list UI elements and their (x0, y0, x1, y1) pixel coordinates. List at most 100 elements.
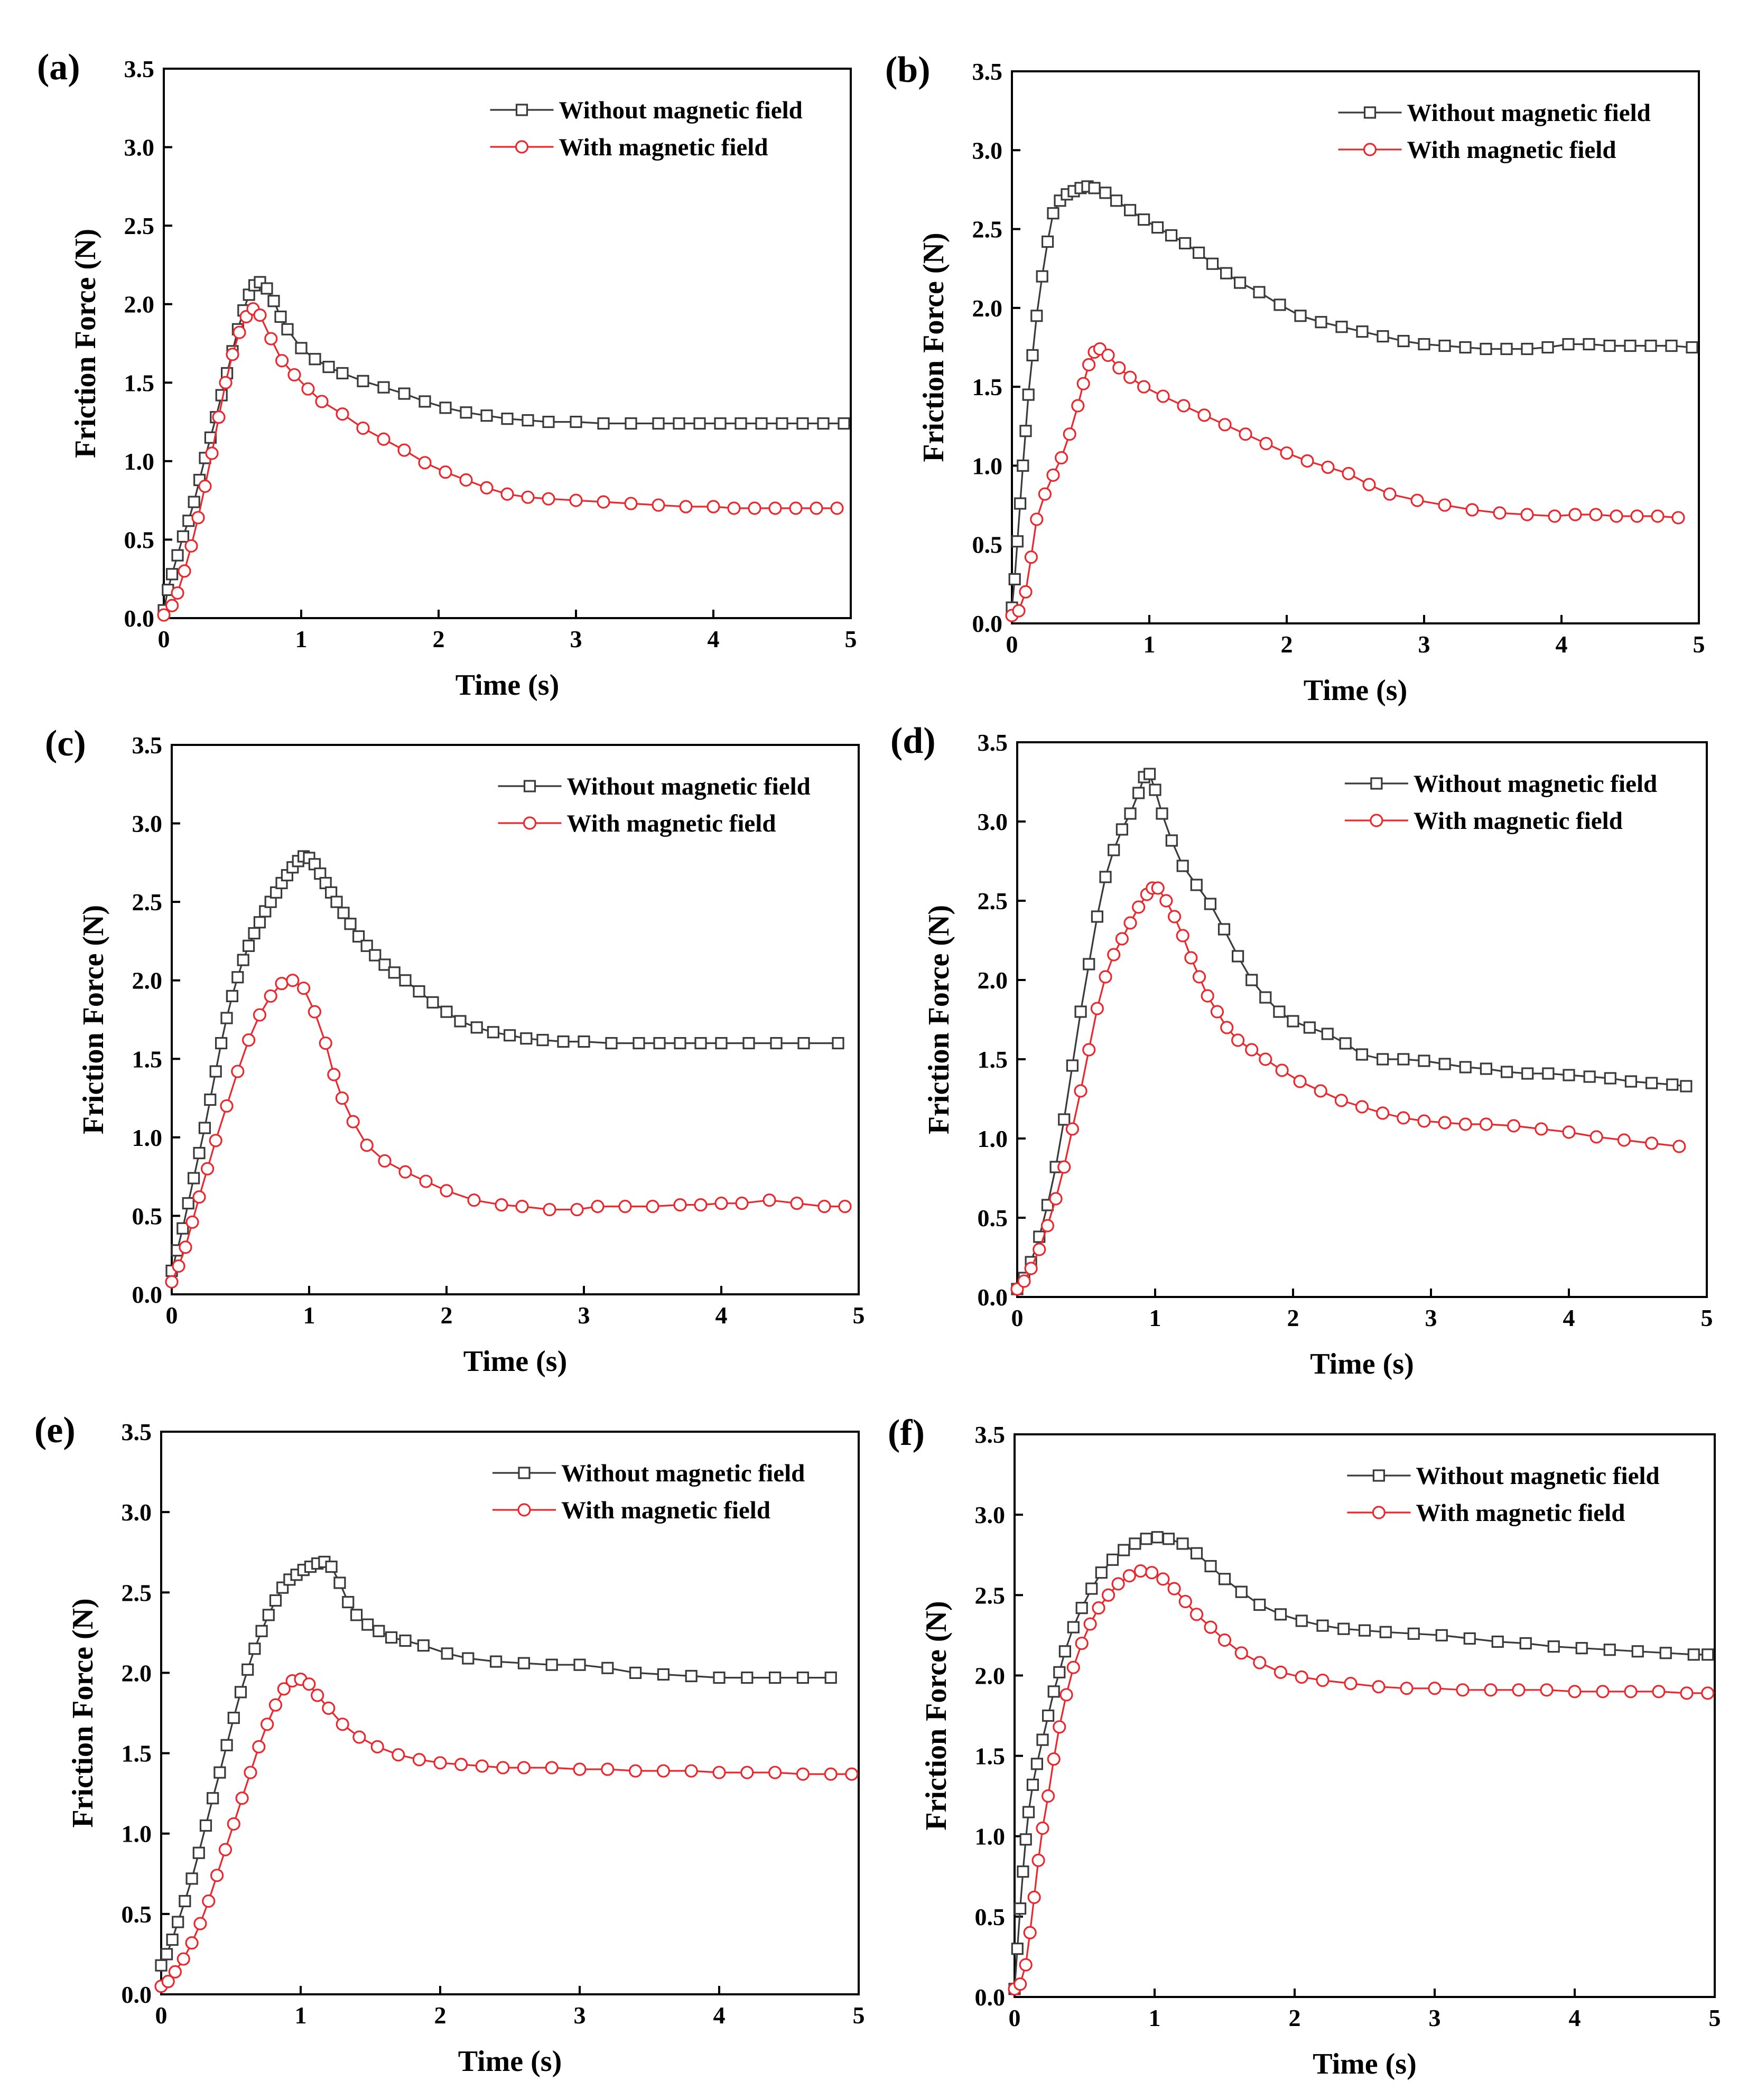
data-point (166, 568, 179, 581)
data-point (557, 1035, 570, 1048)
data-point (1220, 1021, 1234, 1034)
x-axis-title: Time (s) (458, 2045, 562, 2078)
data-point (522, 414, 534, 427)
data-point (1014, 497, 1027, 510)
y-tick-label: 2.0 (132, 967, 163, 994)
data-point (301, 382, 315, 396)
data-point (763, 1193, 776, 1207)
x-tick-label: 4 (713, 2002, 726, 2029)
data-point (1372, 1680, 1386, 1694)
legend-label: Without magnetic field (1407, 99, 1651, 127)
y-tick-label: 2.0 (122, 1659, 152, 1686)
data-point (1274, 1608, 1287, 1621)
data-point (1076, 377, 1090, 390)
series-line (1011, 348, 1679, 617)
data-point (789, 501, 803, 515)
data-point (768, 1766, 782, 1779)
data-point (515, 1200, 529, 1214)
data-point (325, 1561, 338, 1573)
x-tick-label: 5 (1701, 1304, 1713, 1331)
data-point (244, 1766, 257, 1779)
y-tick-label: 2.5 (978, 888, 1008, 914)
data-point (1417, 1114, 1431, 1128)
data-point (1500, 342, 1513, 356)
data-point (1479, 1117, 1493, 1131)
data-point (155, 1959, 168, 1972)
data-point (261, 1718, 274, 1731)
chart-panel: 0 1 2 3 4 5 0.0 0.5 1.0 1.5 2.0 2.5 3.0 3.5 Time (s) Fr… (34, 1410, 865, 2078)
data-point (215, 1037, 228, 1050)
plot-frame (1014, 1433, 1716, 1998)
data-point (1156, 1572, 1170, 1586)
plot-frame (160, 1431, 860, 1995)
data-point (1101, 1588, 1115, 1602)
data-point (1438, 339, 1451, 352)
data-point (1165, 834, 1178, 847)
data-point (618, 1200, 632, 1214)
data-point (489, 1655, 503, 1668)
data-point (657, 1668, 670, 1681)
data-point (838, 1200, 852, 1214)
data-point (1063, 427, 1076, 441)
legend-marker (1372, 1506, 1386, 1519)
data-point (1059, 1688, 1073, 1702)
y-tick-label: 1.0 (132, 1124, 163, 1151)
data-point (520, 1032, 533, 1045)
data-point (1321, 460, 1335, 474)
legend-entry: Without magnetic field (1344, 770, 1657, 798)
y-tick-label: 2.5 (972, 216, 1003, 243)
data-point (1040, 1219, 1055, 1233)
data-point (1295, 1614, 1308, 1627)
data-point (460, 406, 472, 419)
data-point (172, 1259, 185, 1273)
data-point (1480, 342, 1492, 356)
data-point (1428, 1682, 1442, 1695)
panel-label: (b) (885, 50, 931, 90)
data-point (1099, 186, 1112, 199)
data-point (417, 1639, 430, 1652)
y-tick-label: 3.0 (975, 1501, 1006, 1528)
data-point (735, 417, 747, 430)
series-with-magnetic-field (157, 302, 844, 622)
y-axis-title: Friction Force (N) (923, 905, 955, 1134)
data-point (241, 1663, 254, 1676)
data-point (220, 1099, 234, 1113)
data-point (309, 353, 321, 366)
data-point (253, 308, 267, 322)
data-point (302, 1677, 316, 1691)
data-point (1030, 1758, 1044, 1770)
data-point (685, 1669, 698, 1683)
legend-label: With magnetic field (1407, 136, 1616, 164)
legend-entry: With magnetic field (1344, 807, 1623, 835)
data-point (1138, 213, 1150, 226)
data-point (1074, 1005, 1087, 1018)
x-tick-label: 5 (853, 1302, 865, 1329)
legend-label: Without magnetic field (561, 1460, 805, 1487)
data-point (1520, 508, 1534, 521)
data-point (1234, 1646, 1248, 1660)
data-point (1197, 408, 1211, 422)
x-tick-label: 0 (1009, 2004, 1021, 2031)
data-point (1111, 1577, 1125, 1591)
legend-entry: Without magnetic field (492, 1460, 805, 1487)
data-point (377, 432, 391, 446)
series-with-magnetic-field (1010, 881, 1686, 1296)
x-tick-label: 1 (295, 2002, 307, 2029)
data-point (633, 1037, 645, 1050)
data-point (191, 511, 205, 525)
data-point (1054, 451, 1068, 465)
data-point (591, 1200, 605, 1214)
data-point (262, 1609, 275, 1621)
data-point (264, 989, 277, 1003)
y-tick-label: 3.0 (972, 137, 1003, 164)
data-point (1259, 1052, 1272, 1066)
data-point (1480, 1062, 1492, 1075)
data-point (342, 1595, 355, 1609)
data-point (1335, 321, 1348, 333)
data-point (1624, 1075, 1638, 1088)
data-point (1017, 1865, 1029, 1878)
data-point (398, 387, 411, 400)
data-point (1220, 267, 1233, 279)
data-point (261, 282, 273, 295)
